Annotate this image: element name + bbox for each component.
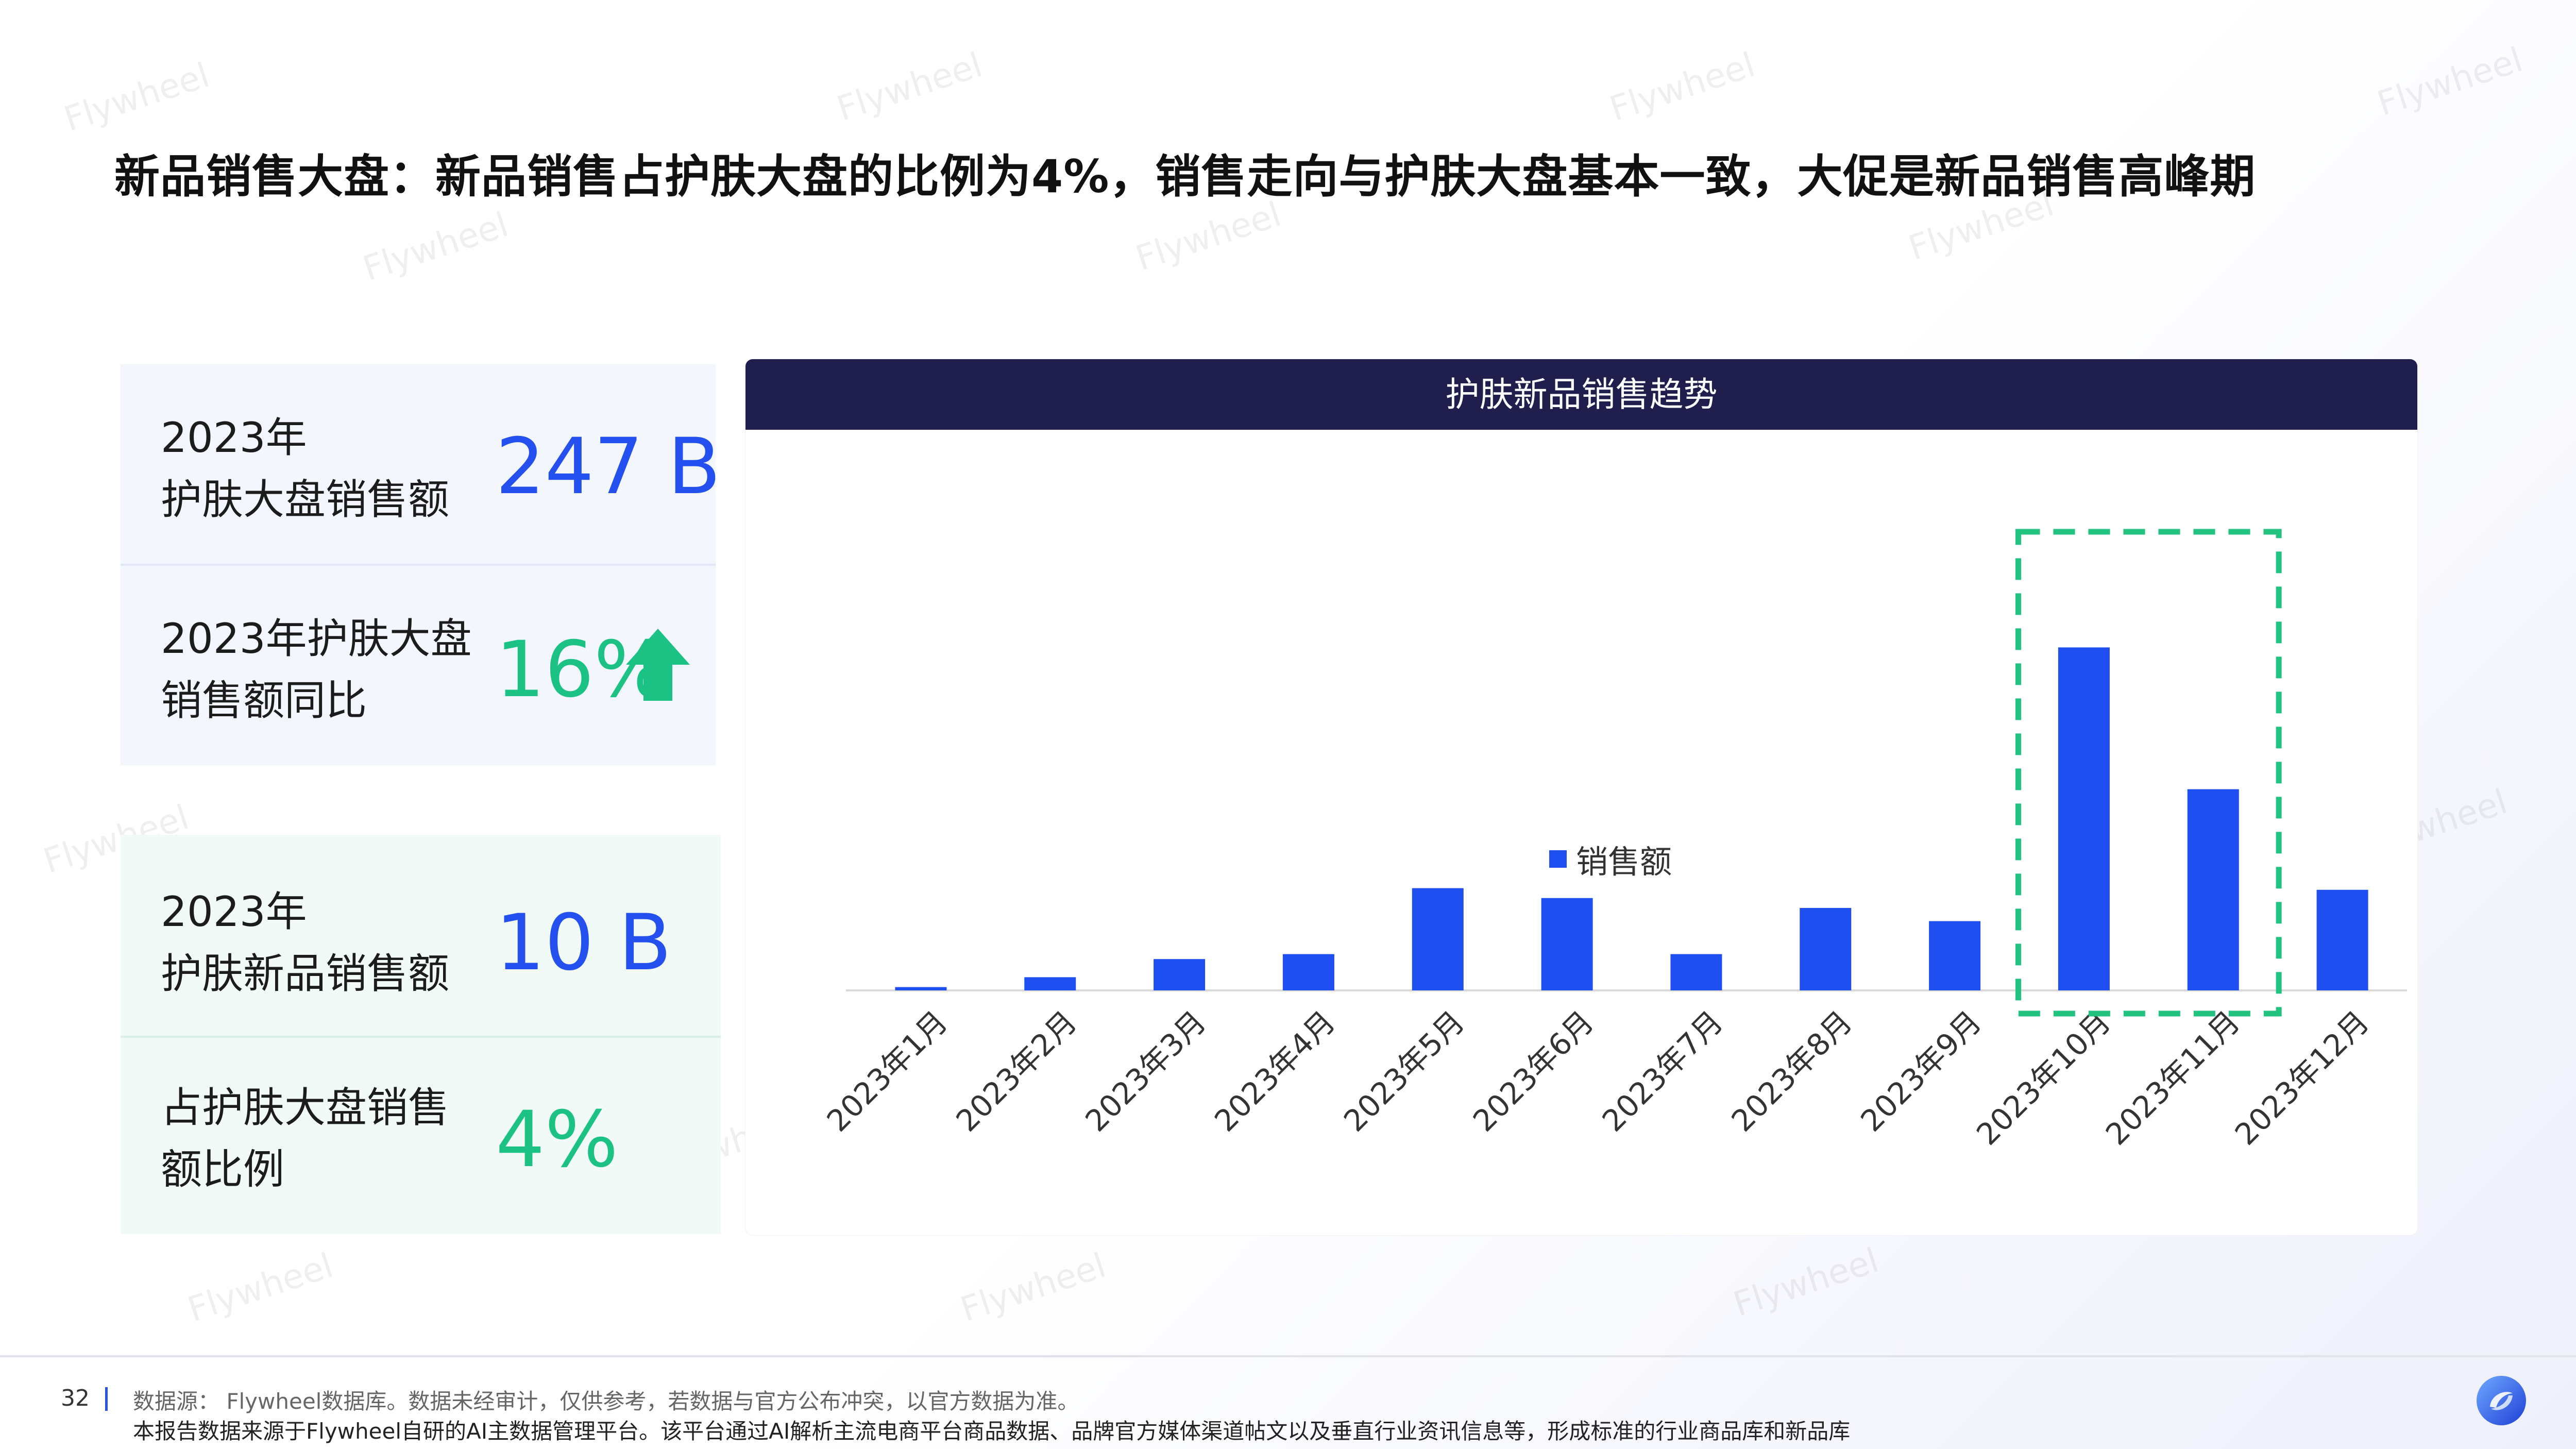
x-tick-label: 2023年2月 — [950, 1004, 1084, 1139]
bar — [895, 987, 947, 990]
kpi-value-new-sales: 10 B — [496, 898, 672, 988]
platform-note: 本报告数据来源于Flywheel自研的AI主数据管理平台。该平台通过AI解析主流… — [133, 1419, 1851, 1444]
chart-panel: 护肤新品销售趋势 销售额 2023年1月 2023年2月 2023年3月 2023年4… — [745, 359, 2417, 1235]
x-tick-label: 2023年12月 — [2228, 1004, 2376, 1152]
kpi-value-share: 4% — [496, 1095, 618, 1185]
x-tick-label: 2023年11月 — [2099, 1004, 2247, 1152]
bar-chart: 2023年1月2023年2月2023年3月2023年4月2023年5月2023年… — [820, 529, 2407, 1152]
kpi-label: 2023年 — [161, 414, 307, 462]
chart-legend: 销售额 — [1549, 836, 1672, 882]
bar — [1024, 977, 1076, 990]
page-number-bar — [105, 1387, 108, 1411]
kpi-label: 护肤新品销售额 — [161, 950, 449, 998]
kpi-divider — [121, 1036, 721, 1038]
x-tick-label: 2023年9月 — [1854, 1004, 1988, 1139]
bar — [1412, 888, 1464, 990]
bar — [1800, 908, 1852, 990]
kpi-value-yoy: 16% — [496, 625, 668, 715]
kpi-label: 护肤大盘销售额 — [161, 476, 449, 524]
bar — [1541, 898, 1593, 990]
bar — [2316, 889, 2368, 990]
x-tick-label: 2023年1月 — [820, 1004, 955, 1139]
kpi-label: 销售额同比 — [161, 677, 367, 724]
kpi-label: 2023年护肤大盘 — [161, 615, 472, 663]
bar — [1282, 954, 1334, 990]
kpi-value-market-sales: 247 B — [496, 422, 721, 512]
footer-divider — [0, 1355, 2576, 1357]
bar — [1670, 954, 1722, 990]
x-tick-label: 2023年4月 — [1208, 1004, 1342, 1139]
bar — [1154, 959, 1206, 990]
chart-title: 护肤新品销售趋势 — [745, 359, 2417, 430]
kpi-label: 额比例 — [161, 1145, 284, 1193]
kpi-label: 2023年 — [161, 888, 307, 936]
x-tick-label: 2023年3月 — [1078, 1004, 1213, 1139]
bar — [1929, 921, 1981, 990]
flywheel-logo-icon — [2477, 1376, 2526, 1425]
x-tick-label: 2023年10月 — [1970, 1004, 2117, 1152]
kpi-divider — [121, 564, 716, 566]
x-tick-label: 2023年8月 — [1725, 1004, 1859, 1139]
bar — [2058, 647, 2110, 990]
source-note: 数据源： Flywheel数据库。数据未经审计，仅供参考，若数据与官方公布冲突，… — [133, 1389, 1079, 1414]
bar — [2187, 789, 2239, 990]
x-tick-label: 2023年5月 — [1337, 1004, 1471, 1139]
kpi-label: 占护肤大盘销售 — [161, 1084, 449, 1132]
kpi-card-new-products — [121, 835, 721, 1234]
x-tick-label: 2023年6月 — [1466, 1004, 1601, 1139]
highlight-box — [2015, 529, 2282, 1017]
x-tick-label: 2023年7月 — [1596, 1004, 1730, 1139]
page-number: 32 — [61, 1385, 90, 1411]
arrow-up-icon — [626, 629, 690, 701]
page-title: 新品销售大盘：新品销售占护肤大盘的比例为4%，销售走向与护肤大盘基本一致，大促是… — [114, 150, 2256, 203]
legend-swatch — [1549, 850, 1567, 868]
legend-label: 销售额 — [1576, 843, 1672, 881]
